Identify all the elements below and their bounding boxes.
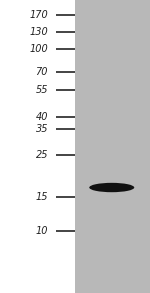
Text: 35: 35 xyxy=(36,124,48,134)
Ellipse shape xyxy=(89,183,134,192)
Bar xyxy=(75,0,150,293)
Text: 170: 170 xyxy=(29,10,48,20)
Text: 130: 130 xyxy=(29,27,48,37)
Text: 10: 10 xyxy=(36,226,48,236)
Text: 100: 100 xyxy=(29,44,48,54)
Text: 25: 25 xyxy=(36,150,48,160)
Text: 15: 15 xyxy=(36,192,48,202)
Text: 40: 40 xyxy=(36,112,48,122)
Text: 70: 70 xyxy=(36,67,48,77)
Text: 55: 55 xyxy=(36,85,48,95)
